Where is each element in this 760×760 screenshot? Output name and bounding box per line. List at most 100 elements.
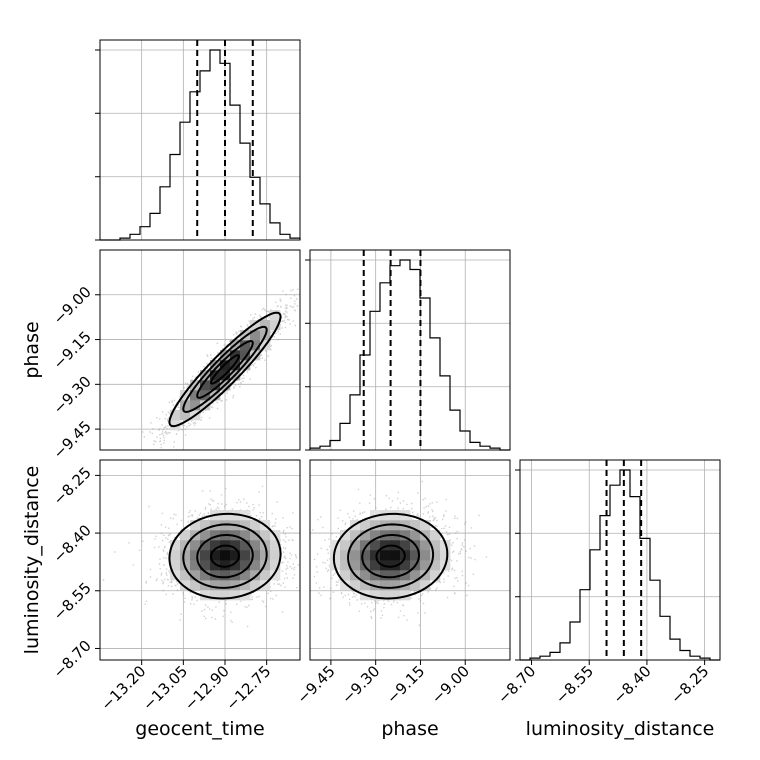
contour-level-1 [361, 534, 421, 579]
density-cell [250, 350, 261, 361]
density-cell [190, 400, 201, 411]
hist-panel-luminosity_distance [515, 459, 721, 661]
density-cell [180, 580, 191, 591]
y-axis-labels: phase luminosity_distance [21, 321, 43, 654]
contour-level-0 [210, 354, 240, 385]
density-cell [250, 320, 261, 331]
density-cell [350, 580, 361, 591]
y-tick-label-luminosity_distance-2: −8.40 [50, 521, 95, 566]
density-cell [370, 560, 381, 571]
density-cell [410, 570, 421, 581]
density-cell [430, 560, 441, 571]
density-cell [250, 560, 261, 571]
density-cell [420, 570, 431, 581]
density-cell [240, 580, 251, 591]
density-cell [410, 520, 421, 531]
y-tick-label-luminosity_distance-3: −8.25 [50, 463, 95, 508]
density-cell [220, 550, 231, 561]
density-cell [420, 520, 431, 531]
density-cell [220, 560, 231, 571]
density-cell [230, 360, 241, 371]
density-cell [170, 560, 181, 571]
density-cell [220, 570, 231, 581]
x-tick-label-phase-0: −9.45 [293, 662, 338, 707]
density-cell [190, 390, 201, 401]
density-cell [200, 380, 211, 391]
density-cell [380, 540, 391, 551]
density-cell [360, 540, 371, 551]
density-cell [420, 540, 431, 551]
plot-area-2 [310, 460, 510, 660]
density-cell [370, 520, 381, 531]
x-axis-label-luminosity-distance: luminosity_distance [526, 718, 715, 740]
density-cell [210, 590, 221, 601]
x-tick-label-luminosity_distance-2: −8.40 [610, 662, 655, 707]
density-cell [270, 550, 281, 561]
density-cell [240, 540, 251, 551]
density-cell [420, 560, 431, 571]
contour-level-3 [168, 512, 282, 600]
frame-geocent_time-luminosity_distance [99, 459, 301, 661]
density-cell [240, 520, 251, 531]
frame-phase [309, 249, 511, 451]
density-cell [370, 540, 381, 551]
density-cell [230, 580, 241, 591]
density-cell [340, 550, 351, 561]
y-tick-label-phase-3: −9.00 [50, 283, 95, 328]
density-cell [410, 530, 421, 541]
density-cell [410, 580, 421, 591]
density-cell [180, 570, 191, 581]
plot-area-0 [100, 250, 300, 450]
density-cell [210, 580, 221, 591]
density-cell [190, 520, 201, 531]
density-cell [240, 570, 251, 581]
density-cell [200, 400, 211, 411]
density-cell [210, 550, 221, 561]
density-cell [340, 570, 351, 581]
density-cell [350, 550, 361, 561]
density-cell [220, 590, 231, 601]
frame-geocent_time [99, 39, 301, 241]
x-tick-label-phase-1: −9.30 [338, 662, 383, 707]
density-cell [180, 550, 191, 561]
density-cell [370, 530, 381, 541]
plot-area-1 [100, 460, 300, 660]
x-tick-label-geocent_time-3: −12.75 [223, 662, 275, 714]
density-cell [370, 580, 381, 591]
density-cell [430, 530, 441, 541]
density-cell [190, 580, 201, 591]
density-cell [250, 540, 261, 551]
density-cell [370, 550, 381, 561]
x-tick-label-luminosity_distance-1: −8.55 [552, 662, 597, 707]
x-tick-label-phase-2: −9.15 [383, 662, 428, 707]
y-tick-label-phase-1: −9.30 [50, 372, 95, 417]
density-cell [180, 400, 191, 411]
density-cell [370, 590, 381, 601]
density-cell [360, 520, 371, 531]
contour-level-0 [375, 544, 406, 568]
y-tick-label-phase-2: −9.15 [50, 328, 95, 373]
density-cell [200, 550, 211, 561]
density-cell [250, 520, 261, 531]
density-cell [240, 350, 251, 361]
y-axis-label-phase: phase [21, 321, 43, 378]
density-cell [340, 560, 351, 571]
density-cell [330, 540, 341, 551]
density-cell [200, 530, 211, 541]
contour-level-2 [182, 325, 268, 413]
density-cell [390, 510, 401, 521]
density-cell [360, 570, 371, 581]
density-cell [340, 580, 351, 591]
y-tick-label-phase-0: −9.45 [50, 417, 95, 462]
contour-level-3 [168, 311, 282, 428]
x-tick-label-geocent_time-2: −12.90 [181, 662, 233, 714]
density-cell [260, 530, 271, 541]
density-cell [200, 570, 211, 581]
histogram-geocent_time [100, 49, 301, 241]
density-cell [200, 540, 211, 551]
density-cell [240, 340, 251, 351]
density-cell [390, 580, 401, 591]
density-cell [230, 550, 241, 561]
density-cell [390, 590, 401, 601]
density-cell [350, 560, 361, 571]
